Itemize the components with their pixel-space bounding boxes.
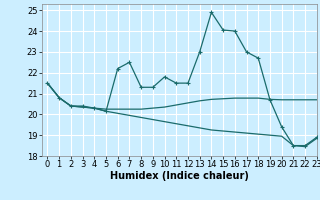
X-axis label: Humidex (Indice chaleur): Humidex (Indice chaleur) xyxy=(110,171,249,181)
